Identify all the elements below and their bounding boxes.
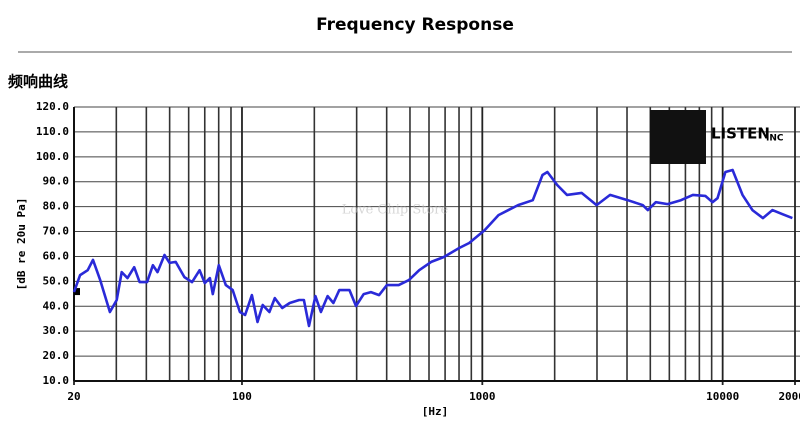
y-tick-label: 10.0: [43, 374, 70, 387]
plot-area: 10.0 20.0 30.0 40.0 50.0 60.0 70.0 80.0 90.0 100.…: [36, 100, 800, 403]
x-tick-label: 10000: [706, 390, 739, 403]
chart-title: Frequency Response: [316, 15, 514, 35]
x-tick-label: 100: [232, 390, 252, 403]
logo-box: [650, 110, 706, 164]
y-tick-label: 50.0: [43, 274, 70, 287]
y-axis-label: [dB re 20u Pa]: [15, 198, 28, 291]
y-tick-label: 80.0: [43, 200, 70, 213]
y-tick-label: 20.0: [43, 349, 70, 362]
y-tick-label: 60.0: [43, 249, 70, 262]
subtitle: 频响曲线: [8, 73, 68, 91]
line-series: [72, 168, 793, 328]
watermark: Love Chip Store: [342, 203, 449, 218]
y-tick-label: 110.0: [36, 125, 69, 138]
marker: [74, 288, 80, 296]
x-tick-label: 20: [67, 390, 80, 403]
y-tick-label: 90.0: [43, 175, 70, 188]
x-axis-label: [Hz]: [422, 405, 449, 418]
y-tick-label: 30.0: [43, 324, 70, 337]
logo-text: LISTEN: [711, 125, 770, 143]
x-tick-label: 20000: [778, 390, 800, 403]
y-tick-label: 120.0: [36, 100, 69, 113]
logo-suffix: INC: [766, 134, 784, 144]
x-tick-label: 1000: [469, 390, 496, 403]
y-tick-label: 100.0: [36, 150, 69, 163]
y-tick-label: 40.0: [43, 299, 70, 312]
y-tick-label: 70.0: [43, 225, 70, 238]
